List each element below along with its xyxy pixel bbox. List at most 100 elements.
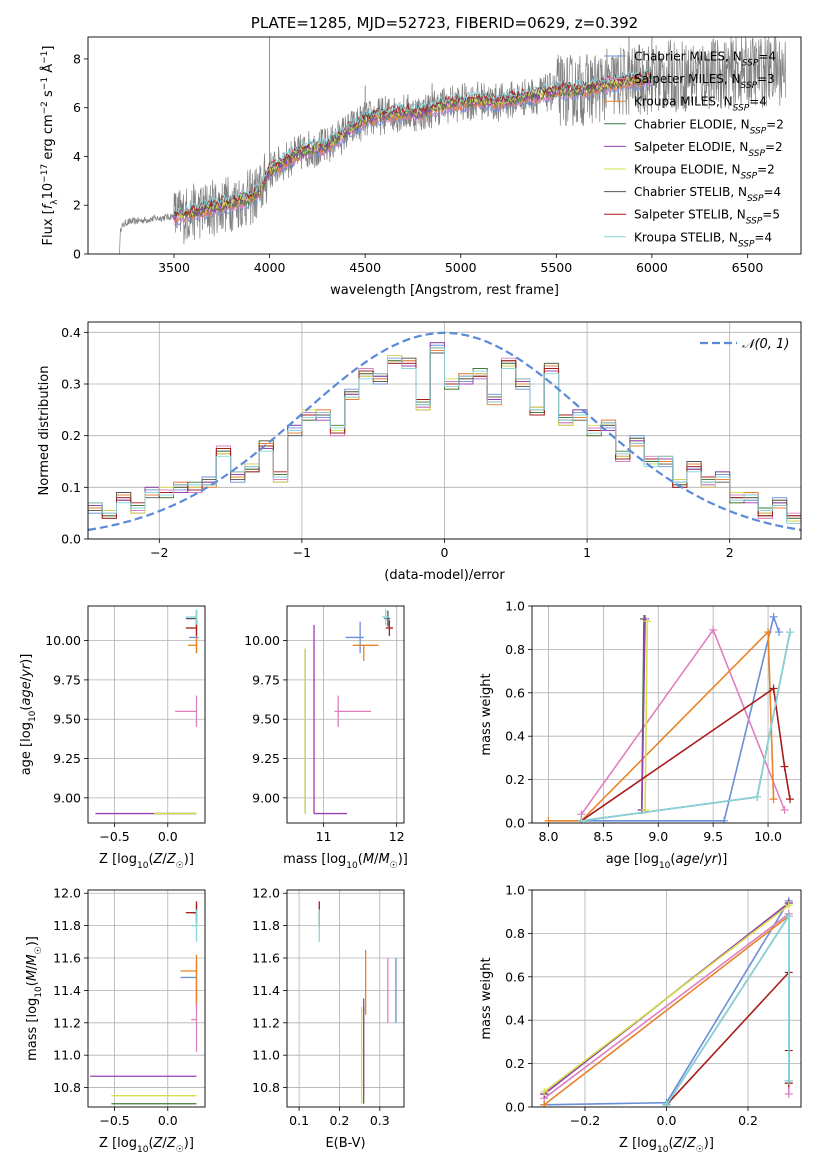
label-part: =2 — [765, 140, 783, 154]
plot-area — [95, 609, 199, 815]
plot-area — [304, 609, 394, 815]
data-spectrum — [119, 37, 787, 254]
y-tick-label: 0.2 — [61, 428, 81, 443]
label-part: Salpeter ELODIE, N — [634, 140, 748, 154]
x-tick-label: 4000 — [254, 260, 286, 275]
label-part: mass weight — [479, 673, 494, 755]
legend-entry-salpeter_elodie: Salpeter ELODIE, NSSP=2 — [634, 140, 783, 159]
weight-marker-kroupa_stelib — [784, 1076, 793, 1085]
legend-entry-kroupa_miles: Kroupa MILES, NSSP=4 — [634, 95, 767, 114]
weight-marker-salpeter_stelib — [780, 762, 789, 771]
gaussian-curve — [88, 331, 801, 531]
label-part: s — [41, 90, 56, 101]
weight-marker-kroupa_stelib — [784, 912, 793, 921]
label-part: / — [700, 852, 705, 867]
label-part: 10 — [28, 710, 38, 722]
label-part: =5 — [762, 208, 780, 222]
label-part: SSP — [738, 239, 755, 249]
label-part: M — [363, 852, 374, 867]
axes-frame — [286, 889, 405, 1108]
x-axis-label: (data-model)/error — [384, 568, 505, 583]
y-tick-label: 2 — [73, 198, 81, 213]
label-part: E(B-V) — [325, 1136, 365, 1151]
x-axis-label: mass [log10(M/M☉)] — [283, 852, 408, 871]
x-tick-label: 8.5 — [593, 829, 613, 844]
label-part: =4 — [754, 230, 772, 244]
x-tick-label: 0.3 — [370, 1113, 390, 1128]
x-tick-label: −0.5 — [99, 1113, 129, 1128]
y-tick-label: 9.25 — [53, 751, 81, 766]
label-part: Z — [686, 1136, 697, 1151]
label-part: ☉ — [696, 1145, 704, 1155]
y-tick-label: 12.0 — [53, 886, 81, 901]
label-part: SSP — [733, 104, 750, 114]
label-part: ( — [668, 1136, 673, 1151]
label-part: yr — [703, 852, 719, 867]
y-tick-label: 0.2 — [505, 1056, 525, 1071]
label-part: Chabrier MILES, N — [634, 50, 742, 64]
y-tick-label: 11.2 — [252, 1015, 280, 1030]
label-part: )] — [704, 1136, 714, 1151]
label-part: SSP — [750, 126, 767, 136]
label-part: )] — [184, 852, 194, 867]
label-part: mass [log — [283, 852, 346, 867]
y-tick-label: 11.6 — [252, 951, 280, 966]
y-tick-label: 8 — [73, 51, 81, 66]
y-tick-label: 12.0 — [252, 886, 280, 901]
axes-residuals: −2 −1 0 1 2 0.0 0.1 0.2 0.3 0.4 𝒩(0, 1) (data-model… — [37, 321, 802, 583]
y-tick-label: 0.3 — [61, 377, 81, 392]
label-part: ] — [41, 46, 56, 51]
label-part: ☉ — [176, 861, 184, 871]
model-spectrum-kroupa_stelib — [173, 68, 652, 215]
weight-marker-kroupa_miles — [544, 816, 553, 823]
x-tick-label: 4500 — [349, 260, 381, 275]
x-tick-label: 0.0 — [657, 1113, 677, 1128]
y-tick-label: 1.0 — [505, 883, 525, 898]
y-tick-label: 11.8 — [53, 918, 81, 933]
label-part: Z — [673, 1136, 684, 1151]
axes-weight-vs-age: 8.0 8.5 9.0 9.5 10.0 0.0 0.2 0.4 0.6 0.8 1.0 age [l… — [479, 599, 802, 871]
label-part: / — [25, 965, 40, 970]
label-part: =4 — [764, 185, 782, 199]
label-part: ☉ — [176, 1145, 184, 1155]
y-tick-label: 1.0 — [505, 599, 525, 614]
weight-marker-kroupa_stelib — [753, 792, 762, 801]
label-part: SSP — [741, 81, 758, 91]
axes-frame — [531, 889, 802, 1108]
axes-frame — [87, 36, 802, 255]
x-tick-label: 9.0 — [648, 829, 668, 844]
plot-area — [318, 901, 397, 1104]
y-tick-label: 6 — [73, 100, 81, 115]
label-part: age [log — [19, 722, 34, 775]
y-axis-label: mass weight — [479, 957, 494, 1039]
label-part: )] — [398, 852, 408, 867]
y-tick-label: 10.8 — [53, 1080, 81, 1095]
y-tick-label: 10.00 — [45, 633, 81, 648]
weight-marker-chabrier_miles — [769, 612, 778, 621]
axes-mass-vs-EBV: 0.1 0.2 0.3 10.8 11.0 11.2 11.4 11.6 11.8 12.0 E(B… — [252, 886, 405, 1151]
x-tick-label: 0 — [441, 545, 449, 560]
label-part: )] — [19, 654, 34, 664]
legend-entry-chabrier_elodie: Chabrier ELODIE, NSSP=2 — [634, 117, 784, 136]
label-part: Z — [153, 852, 164, 867]
label-part: 10 — [137, 861, 149, 871]
legend-entry-gaussian: 𝒩(0, 1) — [742, 337, 789, 352]
weight-marker-kroupa_stelib — [577, 816, 586, 823]
histogram-kroupa_stelib — [88, 347, 801, 539]
label-part: ( — [19, 706, 34, 711]
y-tick-label: 9.75 — [53, 672, 81, 687]
label-part: SSP — [746, 217, 763, 227]
y-tick-label: 0.0 — [505, 816, 525, 831]
label-part: 10 — [41, 183, 56, 200]
label-part: (data-model)/error — [384, 568, 505, 583]
weight-marker-kroupa_stelib — [786, 628, 795, 637]
weight-line-kroupa_elodie — [543, 904, 790, 1093]
weight-marker-kroupa_elodie — [540, 1087, 549, 1096]
label-part: 10 — [657, 1145, 669, 1155]
y-tick-label: 9.25 — [252, 751, 280, 766]
weight-marker-salpeter_miles — [784, 1089, 793, 1098]
label-part: ( — [670, 852, 675, 867]
label-part: Chabrier STELIB, N — [634, 185, 747, 199]
weight-line-kroupa_stelib — [581, 631, 791, 822]
